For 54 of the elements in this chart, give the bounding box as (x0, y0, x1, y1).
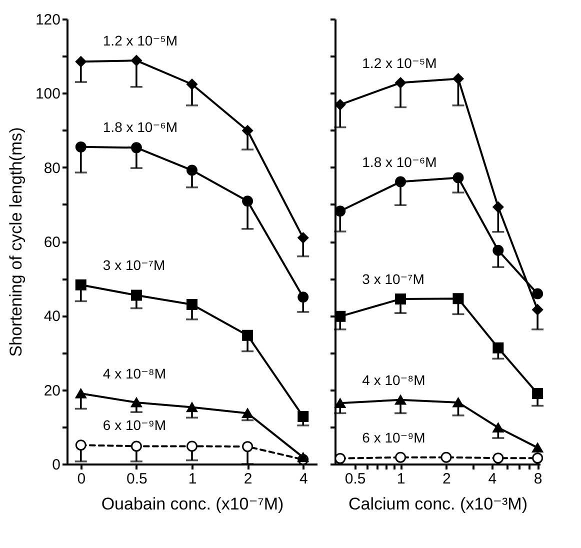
point (75, 440, 86, 451)
x-tick-label: 0.5 (344, 470, 366, 488)
x-tick-label: 2 (244, 470, 252, 488)
point (298, 232, 309, 244)
point (75, 279, 86, 290)
point (186, 440, 198, 452)
y-tick-label: 100 (35, 86, 60, 103)
point (298, 411, 309, 422)
point (298, 452, 309, 462)
series-label: 1.2 x 10⁻⁵M (362, 54, 437, 71)
x-tick-label: 1 (396, 470, 406, 488)
y-tick-label: 20 (44, 382, 60, 400)
series-label: 6 x 10⁻⁹M (362, 429, 426, 446)
x-tick-label: 2 (442, 470, 451, 488)
point (130, 398, 142, 408)
point (75, 388, 86, 398)
point (242, 408, 254, 418)
point (75, 141, 86, 152)
point (130, 55, 142, 66)
point (186, 164, 198, 176)
y-tick-label: 80 (44, 160, 60, 177)
x-axis-title: Calcium conc. (x10⁻³M) (348, 494, 528, 514)
point (242, 125, 254, 136)
point (242, 330, 254, 341)
series-label: 4 x 10⁻⁸M (362, 372, 426, 388)
series-label: 4 x 10⁻⁸M (102, 366, 166, 382)
point (186, 78, 198, 90)
x-tick-label: 1 (188, 470, 197, 488)
point (75, 56, 86, 68)
point (130, 290, 142, 301)
point (298, 292, 309, 303)
point (186, 402, 198, 412)
point (130, 440, 142, 452)
y-axis-title: Shortening of cycle length(ms) (6, 127, 26, 357)
series-label: 1.2 x 10⁻⁵M (102, 32, 178, 49)
series-label: 1.8 x 10⁻⁶M (362, 154, 437, 170)
x-tick-label: 0.5 (126, 470, 148, 488)
x-tick-label: 8 (534, 470, 542, 488)
series-label: 1.8 x 10⁻⁶M (102, 118, 178, 135)
point (130, 142, 142, 154)
series-label: 3 x 10⁻⁷M (102, 256, 166, 273)
x-tick-label: 4 (299, 470, 308, 488)
series-label: 3 x 10⁻⁷M (362, 270, 424, 287)
series-label: 6 x 10⁻⁹M (102, 417, 166, 434)
y-tick-label: 120 (35, 12, 60, 28)
x-tick-label: 4 (488, 470, 497, 488)
point (242, 196, 254, 207)
y-tick-label: 0 (52, 456, 60, 474)
y-tick-label: 60 (44, 234, 60, 251)
point (186, 299, 198, 310)
y-tick-label: 40 (44, 308, 60, 326)
x-axis-title: Ouabain conc. (x10⁻⁷M) (101, 494, 284, 514)
x-tick-label: 0 (77, 470, 86, 488)
point (242, 441, 254, 452)
